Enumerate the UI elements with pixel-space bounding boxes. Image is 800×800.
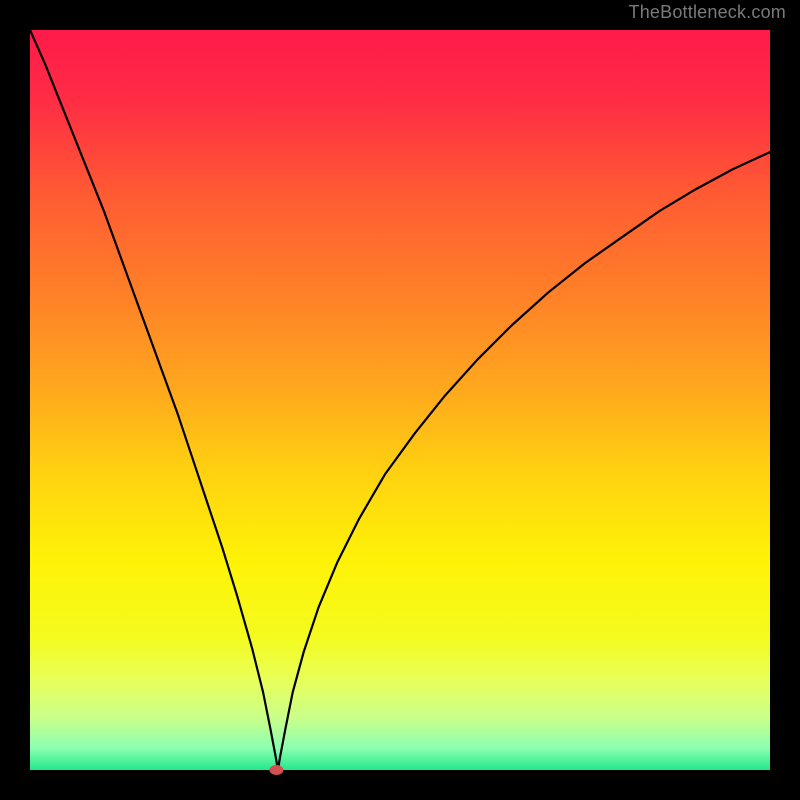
- bottleneck-chart: [0, 0, 800, 800]
- plot-background: [30, 30, 770, 770]
- chart-container: TheBottleneck.com: [0, 0, 800, 800]
- min-marker: [269, 765, 283, 775]
